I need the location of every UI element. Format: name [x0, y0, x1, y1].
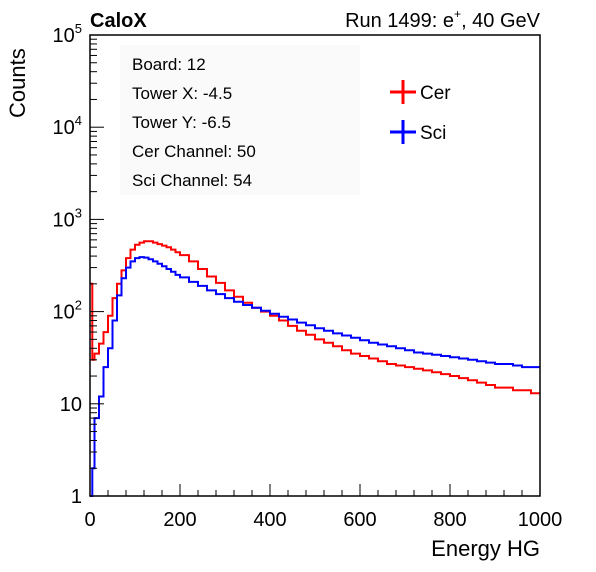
info-line: Tower X: -4.5 — [132, 84, 232, 103]
x-tick-label: 400 — [253, 509, 286, 531]
legend-marker-sci — [390, 120, 416, 144]
y-tick-label: 105 — [53, 21, 82, 47]
x-tick-label: 0 — [84, 509, 95, 531]
info-line: Tower Y: -6.5 — [132, 113, 231, 132]
series-layer — [90, 240, 540, 497]
legend: Cer Sci — [390, 80, 451, 144]
y-tick-label: 1 — [71, 486, 82, 508]
legend-label-cer: Cer — [420, 83, 451, 104]
legend-label-sci: Sci — [420, 123, 446, 144]
y-tick-label: 102 — [53, 298, 82, 324]
calox-label: CaloX — [90, 10, 147, 32]
y-tick-label: 104 — [53, 113, 82, 139]
y-tick-label: 103 — [53, 205, 82, 231]
run-title: Run 1499: e+, 40 GeV — [345, 7, 541, 32]
info-line: Cer Channel: 50 — [132, 142, 256, 161]
x-axis-label: Energy HG — [431, 536, 540, 561]
x-tick-label: 1000 — [518, 509, 563, 531]
x-tick-label: 200 — [163, 509, 196, 531]
x-tick-label: 800 — [433, 509, 466, 531]
ticks-layer: 0 200 400 600 800 1000 1 10 102 103 104 105 — [53, 21, 563, 531]
series-line-sci — [90, 256, 540, 497]
info-line: Sci Channel: 54 — [132, 171, 252, 190]
info-line: Board: 12 — [132, 55, 206, 74]
plot-frame — [89, 34, 541, 497]
legend-marker-cer — [390, 80, 416, 104]
info-lines: Board: 12 Tower X: -4.5 Tower Y: -6.5 Ce… — [132, 55, 256, 190]
y-axis-label: Counts — [5, 48, 30, 118]
info-box — [120, 45, 360, 195]
y-tick-label: 10 — [60, 394, 82, 416]
x-tick-label: 600 — [343, 509, 376, 531]
